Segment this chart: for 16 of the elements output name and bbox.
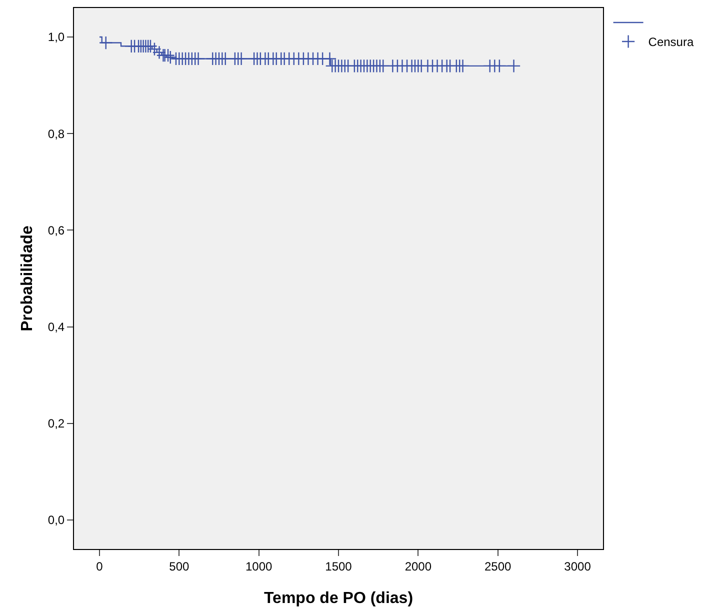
y-tick-label: 0,2	[48, 416, 65, 431]
x-tick-label: 2000	[404, 559, 432, 574]
legend-label: Censura	[648, 35, 694, 50]
x-tick-label: 1500	[325, 559, 352, 574]
y-tick-label: 0,4	[48, 320, 65, 334]
x-tick-label: 1000	[245, 559, 272, 574]
y-tick-label: 0,6	[48, 223, 65, 238]
x-tick-label: 500	[169, 559, 190, 574]
x-tick-label: 0	[96, 559, 104, 574]
y-axis-title: Probabilidade	[19, 226, 36, 332]
y-tick-label: 1,0	[48, 30, 65, 44]
y-tick-label: 0,8	[48, 126, 65, 141]
x-tick-label: 3000	[564, 559, 592, 574]
y-tick-label: 0,0	[48, 513, 65, 528]
x-axis-title: Tempo de PO (dias)	[264, 590, 414, 607]
x-tick-label: 2500	[484, 559, 512, 574]
